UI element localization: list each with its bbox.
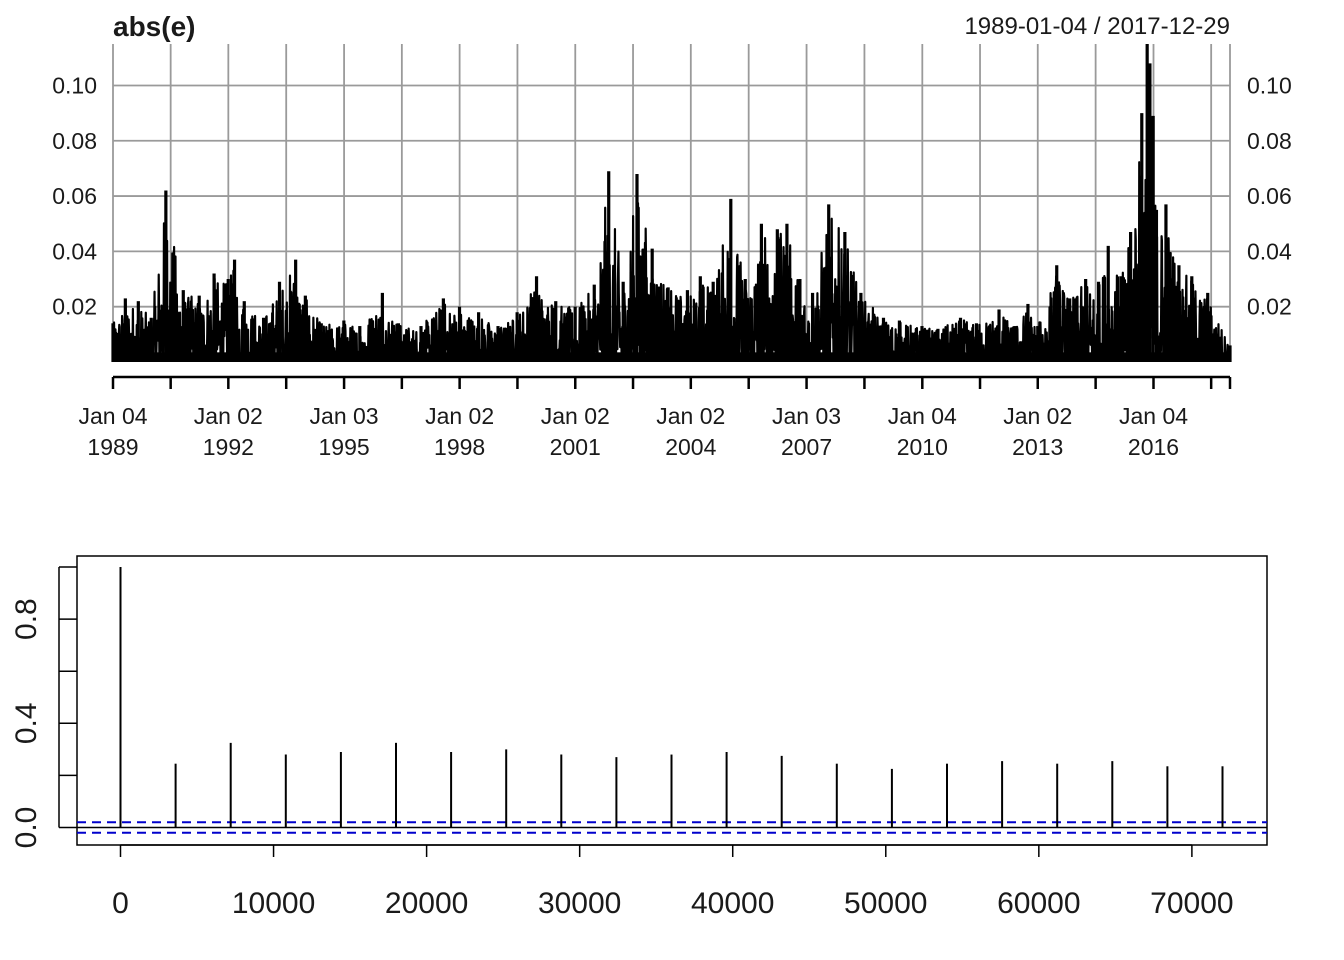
x-tick-label-year: 1998 [434, 434, 485, 460]
x-tick-label: Jan 04 [78, 403, 147, 429]
y-tick-label: 0.04 [1247, 238, 1292, 264]
acf-panel: 0 10000 20000 30000 40000 50000 60000 70000 0.0 0… [10, 555, 1268, 920]
series-baseline-band [113, 352, 1230, 362]
y-tick-label: 0.10 [1247, 72, 1292, 98]
acf-x-tick-label: 20000 [385, 887, 468, 920]
x-tick-label: Jan 02 [1003, 403, 1072, 429]
y-tick-label: 0.02 [1247, 294, 1292, 320]
x-tick-label-year: 2007 [781, 434, 832, 460]
x-tick-label: Jan 02 [425, 403, 494, 429]
acf-x-tick-label: 40000 [691, 887, 774, 920]
acf-x-tick-label: 50000 [844, 887, 927, 920]
timeseries-series [111, 44, 1232, 362]
acf-y-tick-label: 0.4 [10, 702, 43, 744]
timeseries-axes: 0.02 0.02 0.04 0.04 0.06 0.06 0.08 0.08 0.10 0.10… [52, 72, 1292, 460]
timeseries-panel: 0.02 0.02 0.04 0.04 0.06 0.06 0.08 0.08 0.10 0.10… [52, 11, 1292, 460]
x-tick-label: Jan 04 [888, 403, 957, 429]
x-tick-label: Jan 02 [194, 403, 263, 429]
x-tick-label-year: 2016 [1128, 434, 1179, 460]
x-tick-label: Jan 02 [656, 403, 725, 429]
x-tick-label: Jan 04 [1119, 403, 1188, 429]
y-tick-label: 0.06 [52, 183, 97, 209]
x-tick-label-year: 2001 [550, 434, 601, 460]
acf-bars [77, 567, 1267, 834]
x-tick-label: Jan 03 [772, 403, 841, 429]
x-tick-label-year: 1995 [318, 434, 369, 460]
x-tick-label: Jan 02 [541, 403, 610, 429]
x-tick-label-year: 2010 [897, 434, 948, 460]
acf-x-tick-label: 10000 [232, 887, 315, 920]
x-tick-label-year: 1992 [203, 434, 254, 460]
chart-title: abs(e) [113, 11, 195, 42]
y-tick-label: 0.08 [1247, 128, 1292, 154]
x-tick-label-year: 1989 [87, 434, 138, 460]
x-tick-label: Jan 03 [310, 403, 379, 429]
acf-axes: 0 10000 20000 30000 40000 50000 60000 70000 0.0 0… [10, 566, 1234, 920]
acf-x-tick-label: 70000 [1150, 887, 1233, 920]
acf-x-tick-label: 60000 [997, 887, 1080, 920]
x-tick-label-year: 2004 [665, 434, 716, 460]
y-tick-label: 0.06 [1247, 183, 1292, 209]
acf-y-tick-label: 0.8 [10, 598, 43, 640]
y-tick-label: 0.08 [52, 128, 97, 154]
chart-date-range: 1989-01-04 / 2017-12-29 [964, 13, 1230, 40]
x-tick-label-year: 2013 [1012, 434, 1063, 460]
y-tick-label: 0.10 [52, 72, 97, 98]
y-tick-label: 0.04 [52, 238, 97, 264]
y-tick-label: 0.02 [52, 294, 97, 320]
acf-y-tick-label: 0.0 [10, 807, 43, 849]
acf-x-tick-label: 30000 [538, 887, 621, 920]
acf-x-tick-label: 0 [112, 887, 129, 920]
